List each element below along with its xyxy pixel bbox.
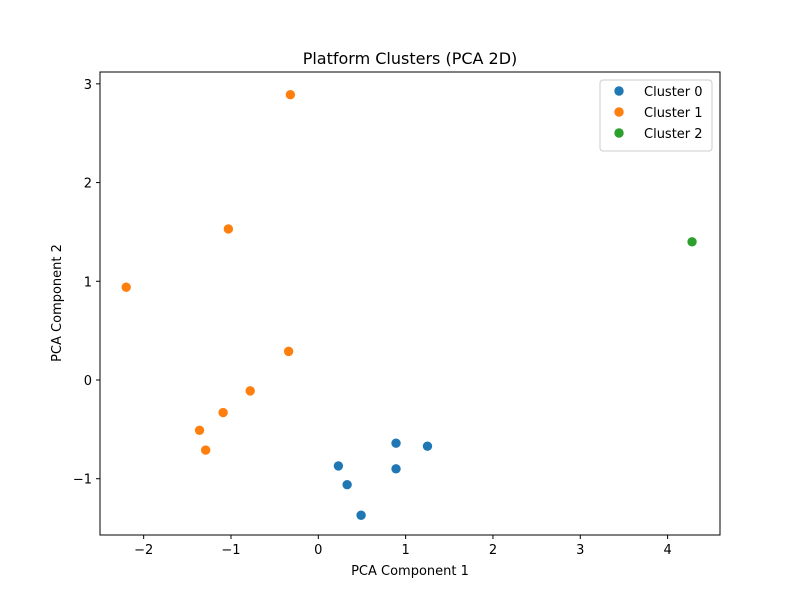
legend-marker [614, 128, 624, 138]
scatter-point-cluster-0 [422, 441, 433, 451]
legend-box [599, 79, 713, 152]
x-tick-label: −1 [221, 543, 240, 558]
scatter-point-cluster-0 [391, 464, 401, 474]
scatter-point-cluster-1 [283, 346, 294, 357]
plot-area-frame [99, 71, 721, 536]
y-tick-label: 2 [84, 177, 92, 192]
legend-label: Cluster 2 [644, 127, 703, 142]
x-tick-label: 1 [401, 543, 409, 558]
scatter-point-cluster-1 [285, 90, 296, 100]
x-tick-label: 2 [489, 543, 497, 558]
y-tick-label: 0 [84, 374, 92, 389]
y-tick-label: 3 [84, 78, 92, 93]
y-axis-ticks: −1 0 1 2 3 [73, 78, 100, 488]
scatter-point-cluster-0 [342, 479, 352, 490]
scatter-point-cluster-1 [194, 425, 205, 436]
scatter-point-cluster-0 [333, 461, 344, 471]
scatter-point-cluster-0 [356, 510, 366, 520]
legend: Cluster 0 Cluster 1 Cluster 2 [599, 79, 713, 152]
x-tick-label: −2 [134, 543, 153, 558]
x-tick-label: 3 [576, 543, 584, 558]
scatter-point-cluster-1 [200, 445, 211, 455]
scatter-point-cluster-1 [218, 407, 228, 418]
scatter-point-cluster-0 [391, 438, 401, 448]
y-tick-label: 1 [84, 275, 92, 290]
x-tick-label: 0 [314, 543, 322, 558]
scatter-point-cluster-1 [223, 224, 234, 234]
y-axis-label: PCA Component 2 [50, 244, 65, 362]
data-points [121, 90, 697, 520]
x-tick-label: 4 [663, 543, 671, 558]
y-tick-label: −1 [73, 473, 92, 488]
x-axis-label: PCA Component 1 [351, 564, 469, 579]
chart-title: Platform Clusters (PCA 2D) [303, 49, 518, 68]
legend-label: Cluster 1 [644, 106, 703, 121]
legend-marker [614, 86, 624, 96]
scatter-point-cluster-1 [245, 386, 255, 396]
scatter-point-cluster-1 [121, 282, 131, 292]
x-axis-ticks: −2 −1 0 1 2 3 4 [134, 535, 672, 558]
legend-marker [614, 107, 624, 117]
scatter-point-cluster-2 [687, 237, 697, 247]
legend-label: Cluster 0 [644, 85, 703, 100]
